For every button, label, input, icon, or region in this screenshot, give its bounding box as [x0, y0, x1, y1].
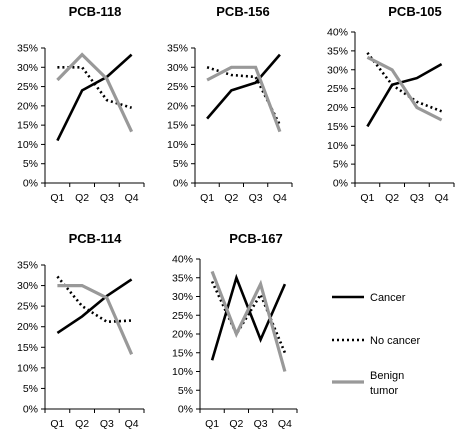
y-tick-label: 10%	[167, 139, 188, 151]
y-tick-label: 30%	[327, 64, 348, 76]
x-tick-label: Q3	[254, 418, 268, 430]
y-tick-label: 5%	[333, 159, 348, 171]
y-tick-label: 20%	[172, 329, 193, 341]
y-tick-label: 35%	[17, 43, 38, 55]
x-tick-label: Q1	[205, 418, 219, 430]
series-line-benign-tumor	[56, 52, 134, 133]
series-line-benign-tumor	[206, 65, 282, 133]
panel-0: PCB-118 0% 5% 10% 15% 20% 25% 30% 35% Q1 Q2 Q3 Q4	[17, 4, 145, 204]
y-tick-label: 20%	[17, 321, 38, 333]
x-tick-label: Q2	[229, 418, 243, 430]
series-line-benign-tumor	[366, 55, 443, 122]
x-tick-label: Q3	[100, 418, 114, 430]
chart-title: PCB-156	[216, 4, 269, 19]
series-line-no-cancer	[366, 52, 443, 113]
series-line-no-cancer	[57, 66, 132, 110]
x-tick-label: Q4	[125, 192, 139, 204]
y-tick-label: 0%	[23, 178, 38, 190]
chart-title: PCB-118	[69, 4, 122, 19]
legend: Cancer No cancer Benign tumor	[332, 292, 420, 397]
y-tick-label: 15%	[17, 120, 38, 132]
x-tick-label: Q4	[435, 192, 449, 204]
y-tick-label: 10%	[17, 139, 38, 151]
y-tick-label: 35%	[327, 45, 348, 57]
panel-4: PCB-167 0% 5% 10% 15% 20% 25% 30% 35% 40% Q1 Q2 Q3 Q4	[172, 231, 298, 430]
y-tick-label: 30%	[17, 280, 38, 292]
y-tick-label: 5%	[23, 158, 38, 170]
x-tick-label: Q2	[224, 192, 238, 204]
series-line-no-cancer	[210, 280, 287, 354]
legend-label: tumor	[370, 385, 398, 397]
y-tick-label: 40%	[172, 254, 193, 266]
x-tick-label: Q4	[273, 192, 287, 204]
y-tick-label: 15%	[172, 347, 193, 359]
x-tick-label: Q1	[50, 192, 64, 204]
legend-label: Cancer	[370, 292, 406, 304]
y-tick-label: 35%	[167, 43, 188, 55]
series-line-benign-tumor	[57, 284, 134, 355]
y-tick-label: 0%	[173, 178, 188, 190]
y-tick-label: 20%	[167, 100, 188, 112]
y-tick-label: 20%	[327, 102, 348, 114]
x-tick-label: Q2	[75, 418, 89, 430]
panel-3: PCB-114 0% 5% 10% 15% 20% 25% 30% 35% Q1 Q2 Q3 Q4	[17, 231, 145, 430]
x-tick-label: Q2	[385, 192, 399, 204]
y-tick-label: 25%	[327, 83, 348, 95]
y-tick-label: 10%	[17, 362, 38, 374]
legend-label: No cancer	[370, 335, 420, 347]
chart-title: PCB-114	[69, 231, 123, 246]
y-tick-label: 30%	[167, 62, 188, 74]
series-line-no-cancer	[56, 275, 132, 324]
y-tick-label: 30%	[17, 62, 38, 74]
panel-2: PCB-105 0% 5% 10% 15% 20% 25% 30% 35% 40% Q1 Q2 Q3 Q4	[327, 4, 455, 204]
series-line-cancer	[210, 273, 287, 361]
x-tick-label: Q1	[200, 192, 214, 204]
x-tick-label: Q4	[125, 418, 139, 430]
y-tick-label: 5%	[173, 158, 188, 170]
y-tick-label: 25%	[172, 310, 193, 322]
series-line-cancer	[206, 53, 281, 120]
y-tick-label: 20%	[17, 100, 38, 112]
y-tick-label: 0%	[333, 178, 348, 190]
chart-title: PCB-105	[388, 4, 441, 19]
y-tick-label: 15%	[167, 120, 188, 132]
y-tick-label: 10%	[327, 140, 348, 152]
y-tick-label: 25%	[17, 301, 38, 313]
y-tick-label: 35%	[172, 272, 193, 284]
x-tick-label: Q1	[50, 418, 64, 430]
x-tick-label: Q3	[100, 192, 114, 204]
y-tick-label: 15%	[327, 121, 348, 133]
x-tick-label: Q4	[278, 418, 292, 430]
x-tick-label: Q3	[249, 192, 263, 204]
x-tick-label: Q3	[410, 192, 424, 204]
series-line-cancer	[366, 62, 443, 128]
y-tick-label: 25%	[167, 81, 188, 93]
y-tick-label: 10%	[172, 366, 193, 378]
series-line-benign-tumor	[210, 270, 287, 372]
y-tick-label: 15%	[17, 342, 38, 354]
y-tick-label: 5%	[178, 385, 193, 397]
y-tick-label: 0%	[23, 404, 38, 416]
y-tick-label: 30%	[172, 291, 193, 303]
series-line-cancer	[56, 278, 133, 334]
panel-1: PCB-156 0% 5% 10% 15% 20% 25% 30% 35% Q1 Q2 Q3 Q4	[167, 4, 293, 204]
chart-title: PCB-167	[229, 231, 282, 246]
y-tick-label: 5%	[23, 383, 38, 395]
y-tick-label: 0%	[178, 404, 193, 416]
x-tick-label: Q1	[360, 192, 374, 204]
legend-label: Benign	[370, 370, 404, 382]
y-tick-label: 40%	[327, 27, 348, 39]
y-tick-label: 35%	[17, 260, 38, 272]
x-tick-label: Q2	[75, 192, 89, 204]
y-tick-label: 25%	[17, 81, 38, 93]
